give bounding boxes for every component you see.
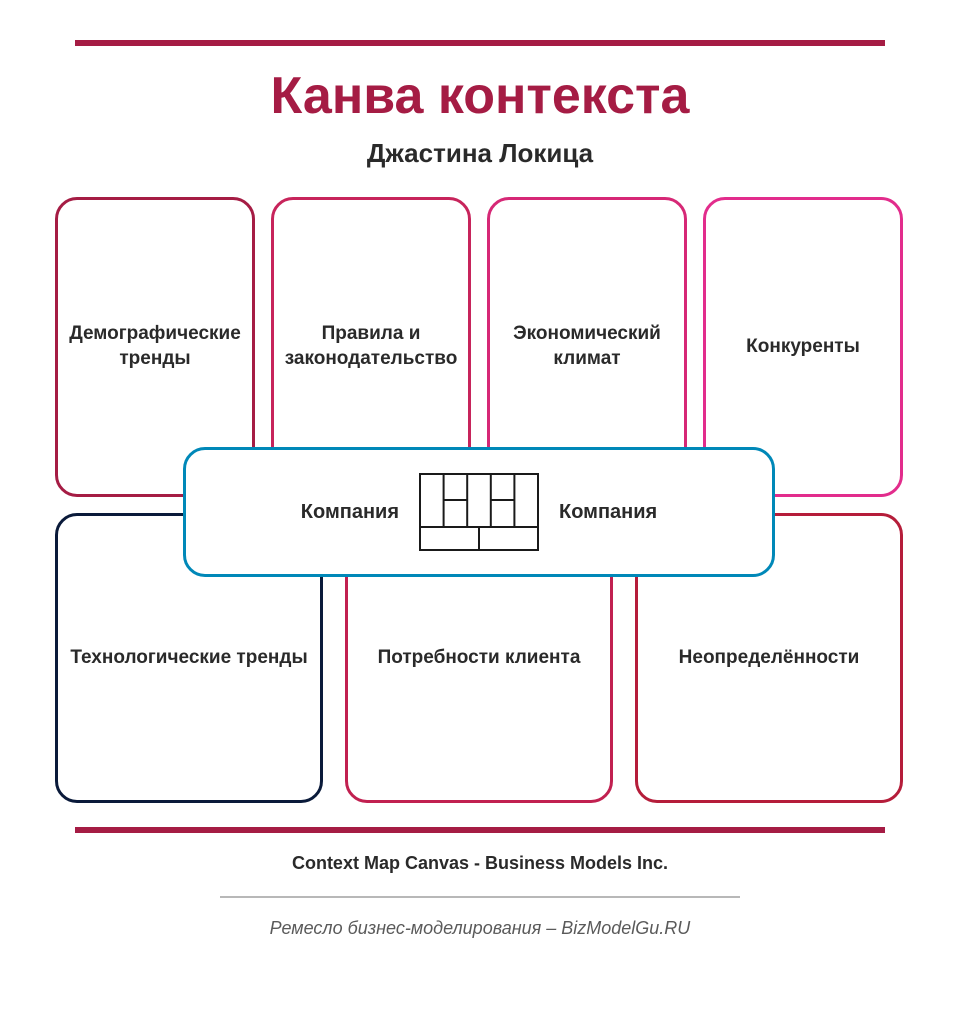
footer-divider [220, 896, 740, 898]
context-canvas-grid: Демографические тренды Правила и законод… [55, 197, 905, 807]
card-company-center: Компания Компания [183, 447, 775, 577]
card-label: Правила и законодательство [284, 322, 458, 371]
card-label: Неопределённости [679, 646, 860, 671]
footer: Context Map Canvas - Business Models Inc… [45, 853, 915, 939]
business-model-canvas-icon [419, 473, 539, 551]
card-label: Демографические тренды [68, 322, 242, 371]
card-label: Потребности клиента [378, 646, 581, 671]
page-subtitle: Джастина Локица [45, 138, 915, 169]
center-label-right: Компания [559, 501, 657, 524]
footer-tagline-text: Ремесло бизнес-моделирования – [270, 918, 562, 938]
card-label: Технологические тренды [70, 646, 307, 671]
page-title: Канва контекста [45, 66, 915, 126]
bottom-rule [75, 827, 885, 833]
card-label: Конкуренты [746, 335, 860, 360]
top-rule [75, 40, 885, 46]
footer-attribution: Context Map Canvas - Business Models Inc… [45, 853, 915, 874]
card-label: Экономический климат [500, 322, 674, 371]
footer-tagline: Ремесло бизнес-моделирования – BizModelG… [45, 918, 915, 939]
center-label-left: Компания [301, 501, 399, 524]
footer-brand: BizModelGu.RU [561, 918, 690, 938]
